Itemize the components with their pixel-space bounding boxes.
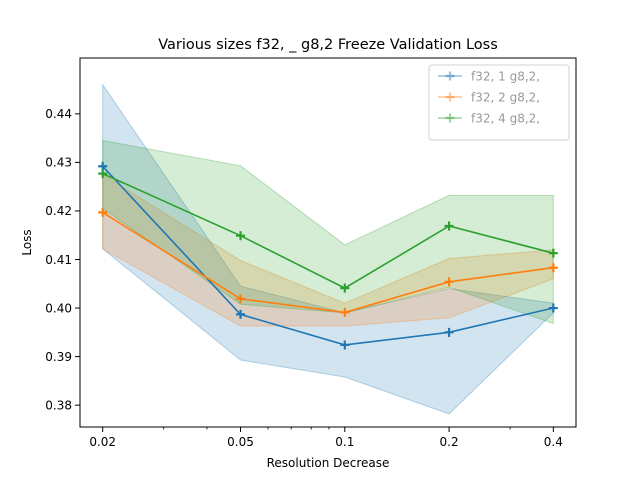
point-series-2 xyxy=(98,207,108,217)
legend-label-1: f32, 1 g8,2, xyxy=(471,70,540,84)
y-tick-label: 0.38 xyxy=(45,398,72,412)
legend-label-3: f32, 4 g8,2, xyxy=(471,112,540,126)
legend-marker-2 xyxy=(445,92,455,102)
x-axis: 0.02 0.05 0.1 0.2 0.4 xyxy=(89,427,563,449)
x-axis-label: Resolution Decrease xyxy=(267,456,390,470)
y-axis-label: Loss xyxy=(20,229,34,255)
y-tick-label: 0.42 xyxy=(45,204,72,218)
legend-label-2: f32, 2 g8,2, xyxy=(471,91,540,105)
x-tick-label: 0.2 xyxy=(440,435,459,449)
x-tick-label: 0.1 xyxy=(335,435,354,449)
point-series-3 xyxy=(340,283,350,293)
point-series-2 xyxy=(236,294,246,304)
chart-title: Various sizes f32, _ g8,2 Freeze Validat… xyxy=(158,37,498,53)
x-tick-label: 0.02 xyxy=(89,435,116,449)
point-series-1 xyxy=(236,309,246,319)
y-tick-label: 0.40 xyxy=(45,301,72,315)
point-series-1 xyxy=(444,327,454,337)
legend-box xyxy=(428,64,570,141)
legend-marker-3 xyxy=(445,113,455,123)
point-series-3 xyxy=(548,248,558,258)
point-series-2 xyxy=(548,263,558,273)
y-axis: 0.38 0.39 0.40 0.41 0.42 0.43 0.44 xyxy=(45,107,80,412)
y-tick-label: 0.43 xyxy=(45,156,72,170)
point-series-2 xyxy=(444,277,454,287)
y-tick-label: 0.41 xyxy=(45,253,72,267)
plot-frame xyxy=(79,57,577,428)
x-tick-label: 0.4 xyxy=(544,435,563,449)
legend-marker-1 xyxy=(445,71,455,81)
point-series-3 xyxy=(98,169,108,179)
band-series-3 xyxy=(102,139,554,325)
x-tick-label: 0.05 xyxy=(227,435,254,449)
series-lines xyxy=(98,161,558,350)
point-series-1 xyxy=(340,340,350,350)
y-tick-label: 0.44 xyxy=(45,107,72,121)
band-series-1 xyxy=(102,83,554,415)
point-series-3 xyxy=(236,231,246,241)
point-series-3 xyxy=(444,221,454,231)
y-tick-label: 0.39 xyxy=(45,350,72,364)
point-series-1 xyxy=(548,303,558,313)
point-series-2 xyxy=(340,307,350,317)
legend: f32, 1 g8,2, f32, 2 g8,2, f32, 4 g8,2, xyxy=(428,64,570,141)
